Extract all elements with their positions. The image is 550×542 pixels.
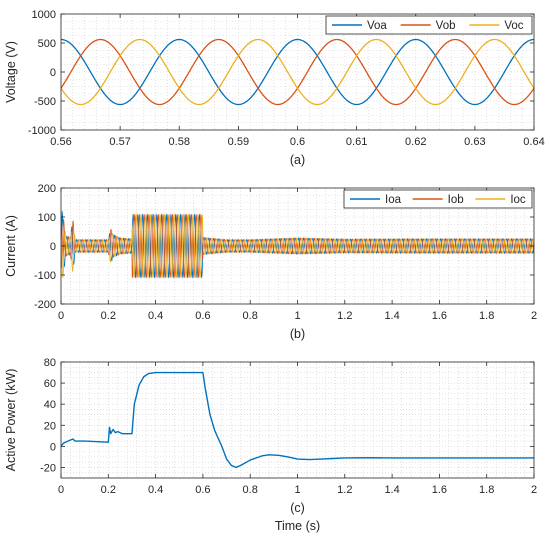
grid xyxy=(60,13,535,131)
x-tick-label: 0.59 xyxy=(228,136,249,148)
y-tick-label: 200 xyxy=(38,183,56,195)
y-axis-label: Voltage (V) xyxy=(4,41,18,103)
x-tick-label: 1.8 xyxy=(479,484,494,496)
x-axis-label: Time (s) xyxy=(275,519,320,533)
y-tick-label: -20 xyxy=(40,462,56,474)
x-tick-label: 1.2 xyxy=(337,484,352,496)
legend-entry: Ioc xyxy=(510,194,526,206)
x-tick-label: 0.4 xyxy=(148,310,163,322)
y-tick-label: 20 xyxy=(44,420,56,432)
x-tick-label: 1.8 xyxy=(479,310,494,322)
x-tick-label: 0.4 xyxy=(148,484,163,496)
x-tick-label: 0.2 xyxy=(101,484,116,496)
y-tick-label: 100 xyxy=(38,212,56,224)
y-tick-label: 1000 xyxy=(32,9,56,21)
chart-panel-3: 0 0.2 0.4 0.6 0.8 1 1.2 1.4 1.6 1.8 2-20020406080A… xyxy=(4,357,537,533)
y-tick-label: -100 xyxy=(34,270,56,282)
y-tick-label: -500 xyxy=(34,96,56,108)
legend: Voa Vob Voc xyxy=(325,15,533,35)
grid xyxy=(60,361,535,478)
y-tick-label: 40 xyxy=(44,399,56,411)
panel-caption: (c) xyxy=(290,501,305,515)
x-tick-label: 1 xyxy=(294,484,300,496)
y-tick-label: 80 xyxy=(44,357,56,369)
x-tick-label: 0.63 xyxy=(464,136,485,148)
legend: Ioa Iob Ioc xyxy=(343,189,533,209)
y-axis-label: Current (A) xyxy=(4,215,18,277)
y-tick-label: 60 xyxy=(44,378,56,390)
panel-caption: (a) xyxy=(290,153,305,167)
x-tick-label: 1.6 xyxy=(432,484,447,496)
legend-entry: Voc xyxy=(504,20,523,32)
x-tick-label: 0.58 xyxy=(169,136,190,148)
x-tick-label: 0.64 xyxy=(523,136,544,148)
y-tick-label: 0 xyxy=(50,67,56,79)
x-tick-label: 0.6 xyxy=(195,310,210,322)
legend-entry: Iob xyxy=(448,194,464,206)
y-tick-label: 0 xyxy=(50,241,56,253)
x-tick-label: 0.62 xyxy=(405,136,426,148)
x-tick-label: 0.6 xyxy=(290,136,305,148)
x-tick-label: 1.6 xyxy=(432,310,447,322)
x-tick-label: 2 xyxy=(531,484,537,496)
legend-entry: Ioa xyxy=(385,194,402,206)
x-tick-label: 0 xyxy=(58,484,64,496)
legend-entry: Voa xyxy=(367,20,387,32)
chart-panel-2: 0 0.2 0.4 0.6 0.8 1 1.2 1.4 1.6 1.8 2 -200 -100 0 100 2… xyxy=(4,183,537,341)
x-tick-label: 0.8 xyxy=(243,310,258,322)
y-tick-label: -200 xyxy=(34,299,56,311)
x-tick-label: 1.4 xyxy=(384,310,399,322)
x-tick-label: 0.2 xyxy=(101,310,116,322)
series-line-ioa xyxy=(61,211,534,279)
y-tick-label: 0 xyxy=(50,441,56,453)
x-tick-label: 0.61 xyxy=(346,136,367,148)
x-tick-label: 0.57 xyxy=(109,136,130,148)
series-line-power xyxy=(61,371,534,469)
x-tick-label: 0.8 xyxy=(243,484,258,496)
x-tick-label: 1 xyxy=(294,310,300,322)
y-tick-label: -1000 xyxy=(28,125,56,137)
x-tick-label: 0.6 xyxy=(195,484,210,496)
x-tick-label: 1.2 xyxy=(337,310,352,322)
chart-panel-1: 0.56 0.57 0.58 0.59 0.6 0.61 0.62 0.63 0.64 -1000… xyxy=(4,9,545,167)
y-axis-label: Active Power (kW) xyxy=(4,369,18,472)
series-line-ioc xyxy=(61,213,534,279)
series-line-voc xyxy=(61,38,534,106)
panel-caption: (b) xyxy=(290,327,305,341)
x-tick-label: 1.4 xyxy=(384,484,399,496)
x-tick-label: 2 xyxy=(531,310,537,322)
legend-entry: Vob xyxy=(436,20,456,32)
series-line-iob xyxy=(61,213,534,279)
plot-area xyxy=(61,38,534,106)
plot-area xyxy=(61,211,534,279)
x-tick-label: 0.56 xyxy=(50,136,71,148)
plot-area xyxy=(61,371,534,469)
x-tick-label: 0 xyxy=(58,310,64,322)
y-tick-label: 500 xyxy=(38,38,56,50)
